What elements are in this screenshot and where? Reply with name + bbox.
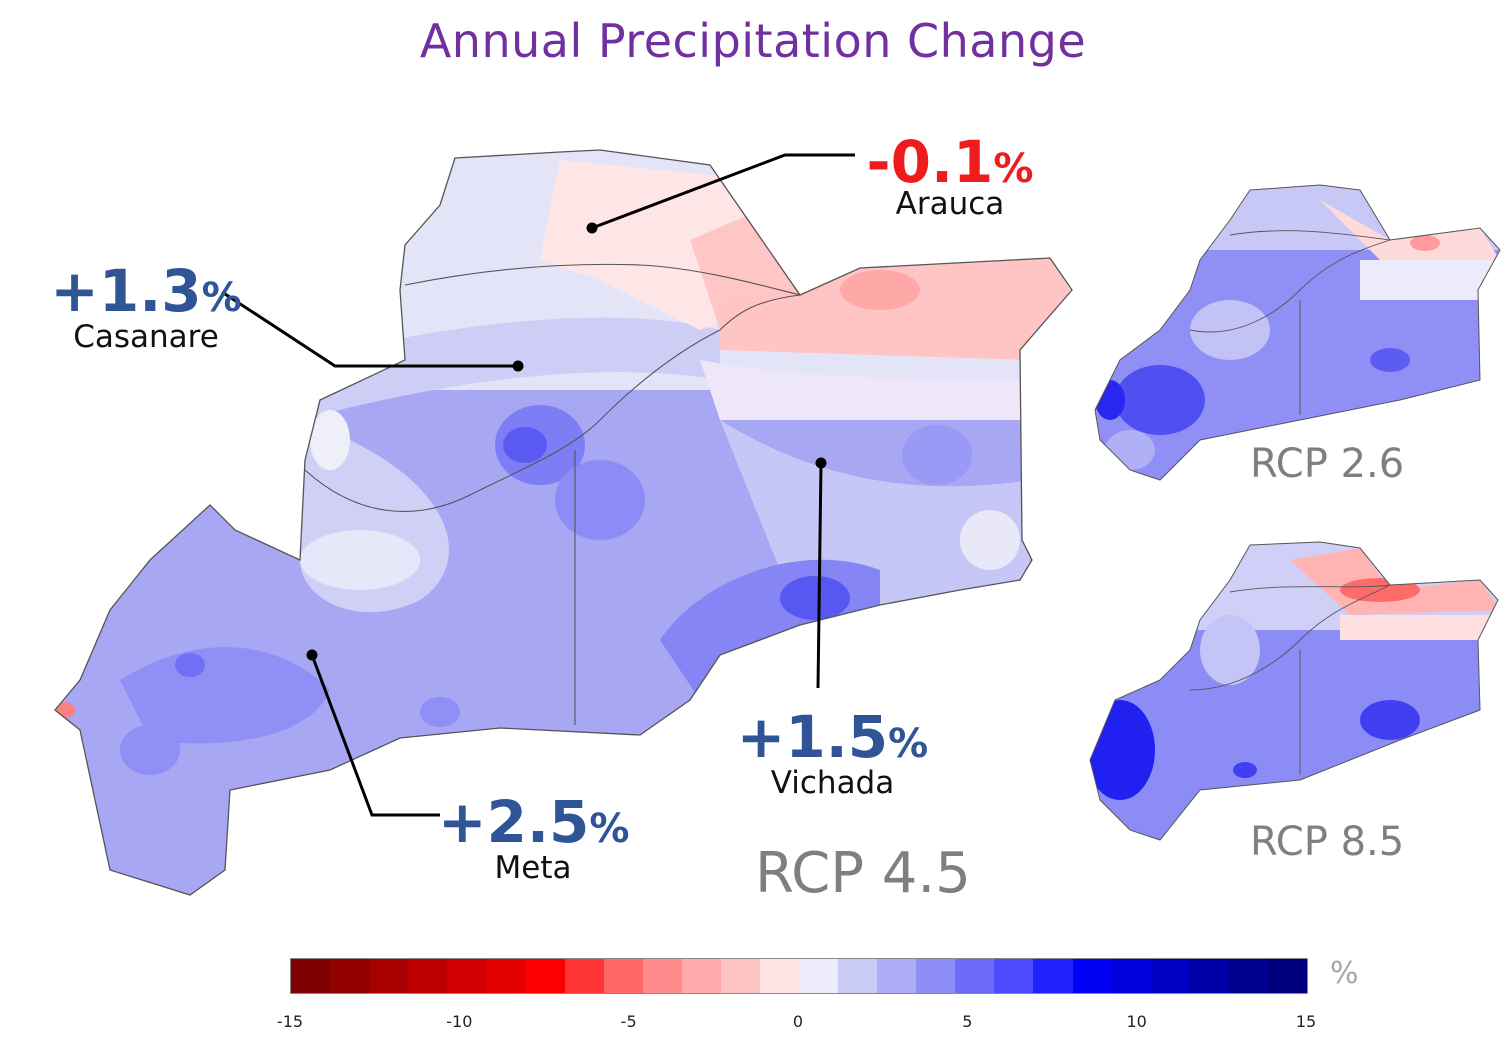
legend-tick-label: -15 [276,1012,304,1031]
legend-swatch [447,959,487,993]
legend-swatch [799,959,839,993]
casanare-value: +1.3 [50,257,202,325]
legend-tick-label: 15 [1295,1012,1317,1031]
annotation-meta: +2.5% Meta [438,793,630,886]
legend-swatch [330,959,370,993]
arauca-value: -0.1 [866,128,994,196]
legend-swatch [720,959,760,993]
chart-title: Annual Precipitation Change [419,14,1087,68]
leader-vichada [815,457,827,689]
legend-swatch [603,959,643,993]
annotation-arauca: -0.1% Arauca [860,133,1040,220]
casanare-label: Casanare [73,319,219,355]
legend-swatch [1228,959,1268,993]
legend-swatch [916,959,956,993]
vichada-label: Vichada [770,765,895,801]
legend-tick-label: 10 [1126,1012,1147,1031]
meta-label: Meta [494,850,572,886]
vichada-unit: % [888,721,929,767]
legend-swatch [525,959,565,993]
legend-unit: % [1330,956,1359,991]
legend-swatch [681,959,721,993]
legend-swatch [642,959,682,993]
legend-swatch [1150,959,1190,993]
legend-swatch [1033,959,1073,993]
legend-swatch [838,959,878,993]
legend-tick-label: -10 [446,1012,473,1031]
meta-value: +2.5 [438,788,590,856]
scenario-label-main: RCP 4.5 [755,841,971,906]
casanare-unit: % [201,275,242,321]
legend-swatch [369,959,409,993]
arauca-label: Arauca [895,186,1005,222]
leader-casanare [221,290,524,372]
legend-swatch [1267,959,1308,993]
legend-tick-label: 5 [962,1012,973,1031]
legend-swatch [1189,959,1229,993]
legend-swatch [291,959,331,993]
legend-swatch [486,959,526,993]
legend-swatch [564,959,604,993]
vichada-value: +1.5 [736,703,889,771]
leader-meta [306,649,440,817]
scenario-label-top-right: RCP 2.6 [1250,441,1405,487]
legend-swatch [1111,959,1151,993]
legend-tick-label: -5 [620,1012,637,1031]
arauca-unit: % [993,146,1034,192]
legend-swatch [759,959,800,993]
legend-tick-label: 0 [792,1012,804,1031]
scenario-label-bottom-right: RCP 8.5 [1250,819,1405,865]
legend-swatch [1072,959,1112,993]
legend-swatch [408,959,448,993]
annotation-casanare: +1.3% Casanare [36,262,256,353]
annotation-vichada: +1.5% Vichada [735,708,930,799]
meta-unit: % [589,806,630,852]
legend-swatch [994,959,1034,993]
color-legend-bar [290,958,1308,994]
legend-swatch [877,959,917,993]
leader-arauca [586,153,855,234]
legend-swatch [955,959,995,993]
